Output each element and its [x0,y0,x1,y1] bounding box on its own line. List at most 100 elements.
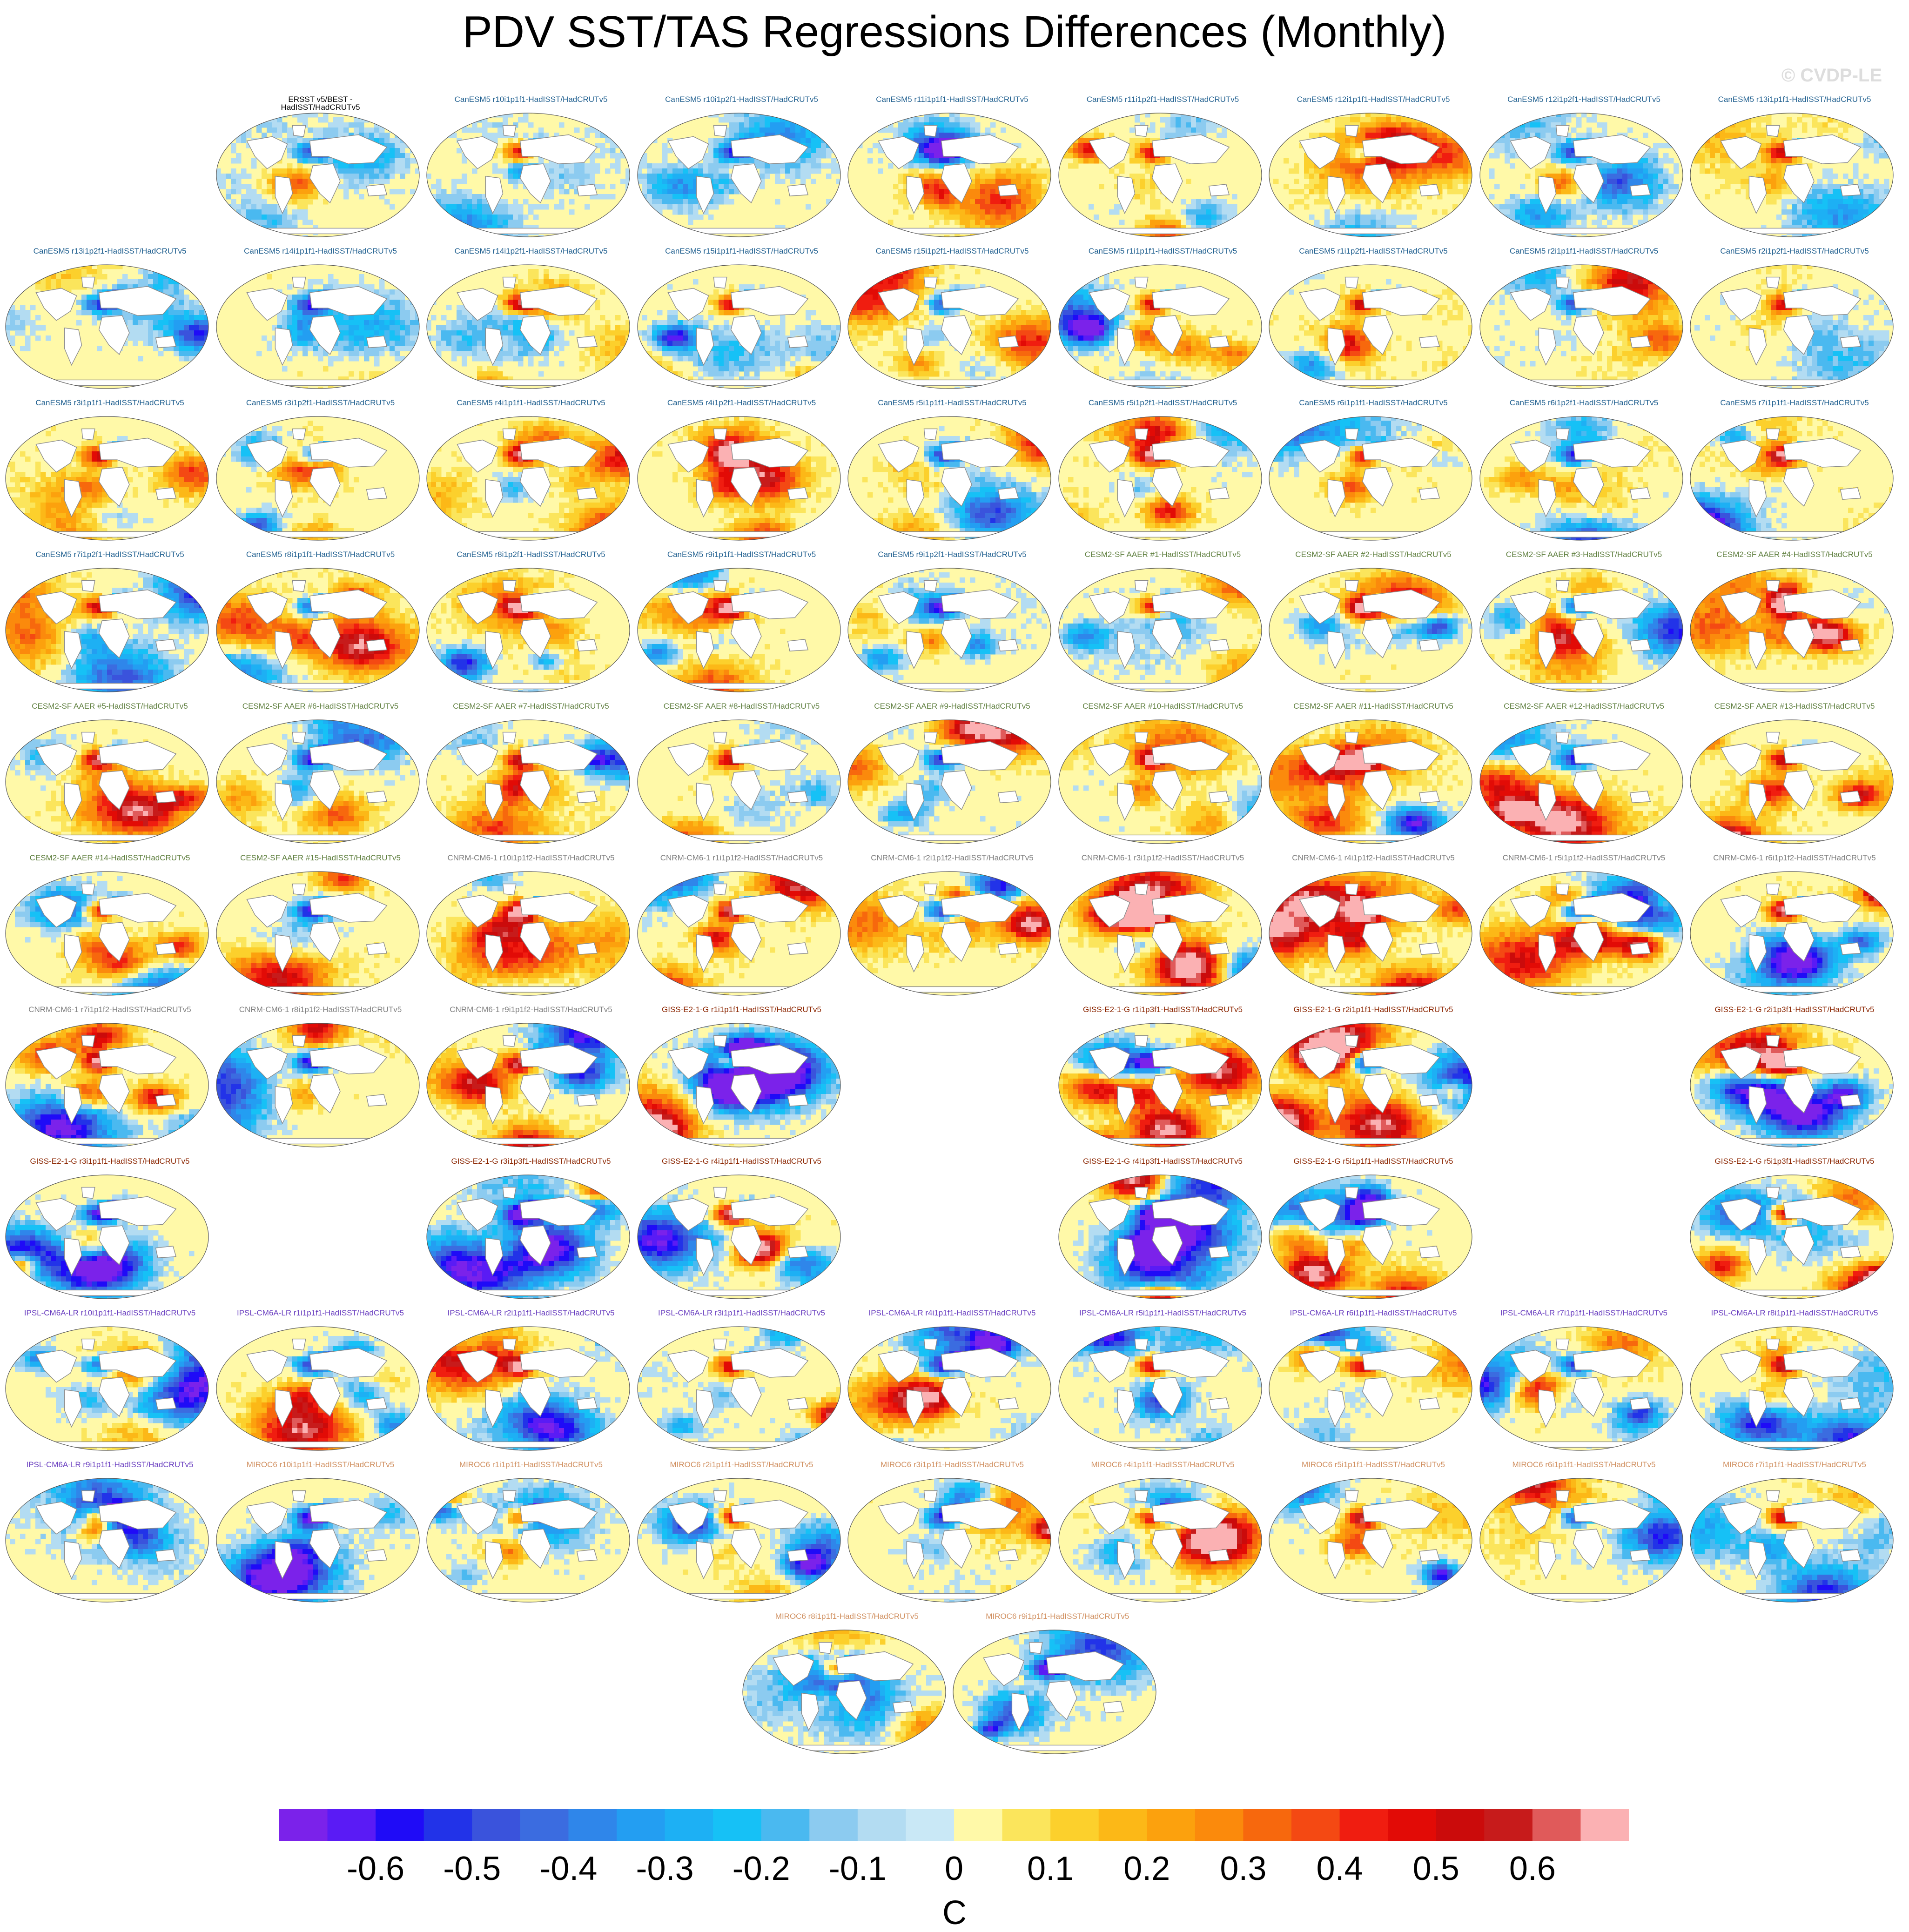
field-cell [1761,138,1767,143]
field-cell [960,204,965,210]
field-cell [1509,153,1515,159]
field-cell [728,113,734,118]
watermark: © CVDP-LE [1781,65,1882,86]
field-cell [1797,225,1802,230]
field-cell [954,215,960,220]
field-cell [919,199,924,205]
field-cell [1006,235,1011,237]
field-cell [451,230,457,235]
field-cell [1114,204,1119,210]
field-cell [1514,230,1520,235]
field-cell [903,184,909,189]
field-cell [1766,143,1772,148]
field-cell [1345,143,1351,148]
field-cell [985,174,991,179]
field-cell [143,265,148,269]
field-cell [317,158,323,164]
field-cell [820,122,826,128]
field-cell [230,199,236,205]
field-cell [399,148,405,154]
field-cell [1555,179,1561,184]
field-cell [914,158,919,164]
field-cell [1545,235,1551,237]
field-cell [995,168,1001,174]
field-cell [954,133,960,138]
field-cell [508,158,513,164]
field-cell [728,127,734,133]
field-cell [914,117,919,123]
continent-outline [292,125,306,137]
field-cell [960,117,965,123]
field-cell [929,215,934,220]
field-cell [1566,163,1571,169]
field-cell [1802,225,1808,230]
field-cell [174,346,179,351]
field-cell [1504,117,1510,123]
field-cell [1555,158,1561,164]
field-cell [1376,127,1381,133]
field-cell [1201,204,1206,210]
panel-title: CanESM5 r10i1p1f1-HadISST/HadCRUTv5 [417,95,645,111]
field-cell [241,117,246,123]
field-cell [810,143,816,148]
field-cell [1514,194,1520,200]
field-cell [1889,235,1893,237]
field-cell [1417,179,1422,184]
field-cell [523,235,529,237]
field-cell [1355,163,1361,169]
field-cell [1114,184,1119,189]
field-cell [1550,199,1556,205]
field-cell [1386,158,1391,164]
field-cell [990,163,996,169]
field-cell [415,153,419,159]
field-cell [204,356,208,362]
field-cell [703,174,708,179]
field-cell [261,235,267,237]
field-cell [564,189,570,195]
field-cell [1494,209,1499,215]
field-cell [492,220,498,225]
field-cell [620,143,626,148]
field-cell [744,117,749,123]
field-cell [1514,127,1520,133]
field-cell [1365,127,1371,133]
field-cell [497,204,503,210]
field-cell [266,220,272,225]
field-cell [6,335,10,341]
field-cell [1653,174,1658,179]
field-cell [1725,174,1731,179]
field-cell [1401,194,1407,200]
field-cell [122,315,128,321]
field-cell [559,174,565,179]
field-cell [1869,194,1874,200]
field-cell [241,133,246,138]
field-cell [369,133,374,138]
field-cell [1036,204,1042,210]
field-cell [518,153,524,159]
field-cell [1555,122,1561,128]
field-cell [980,168,986,174]
field-cell [1848,199,1854,205]
field-cell [1884,179,1889,184]
field-cell [1822,127,1828,133]
field-cell [985,127,991,133]
field-cell [246,204,251,210]
field-cell [1463,122,1468,128]
field-cell [1396,174,1402,179]
field-cell [1761,158,1767,164]
field-cell [1822,235,1828,237]
field-cell [1781,220,1787,225]
field-cell [1021,189,1027,195]
field-cell [970,225,975,230]
field-cell [723,199,729,205]
field-cell [1463,179,1468,184]
continent-outline [730,163,762,203]
field-cell [1700,153,1705,159]
field-cell [1226,230,1232,235]
field-cell [914,133,919,138]
field-cell [25,269,31,275]
field-cell [1021,220,1027,225]
field-cell [513,143,518,148]
field-cell [605,168,611,174]
field-cell [1504,199,1510,205]
